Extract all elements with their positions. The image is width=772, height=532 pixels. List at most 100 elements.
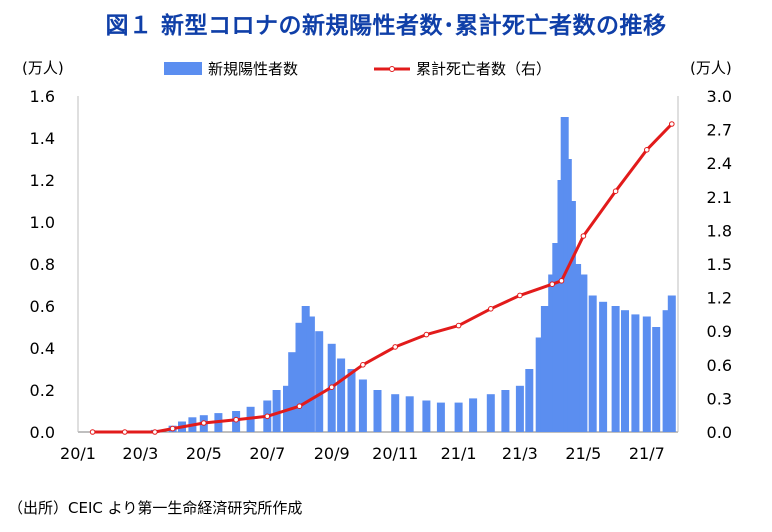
y-left-tick-label: 1.6 — [30, 87, 55, 106]
bar — [631, 314, 640, 432]
x-tick-label: 20/1 — [60, 444, 96, 463]
bar — [621, 310, 629, 432]
y-left-tick-label: 0.0 — [30, 423, 55, 442]
bar — [337, 358, 346, 432]
line-point — [89, 429, 96, 435]
chart-title: 図１ 新型コロナの新規陽性者数･累計死亡者数の推移 — [105, 13, 667, 39]
bar — [525, 369, 534, 432]
bar — [573, 264, 582, 432]
bar — [535, 337, 544, 432]
y-left-tick-label: 0.6 — [30, 297, 55, 316]
x-tick-label: 20/9 — [314, 444, 350, 463]
line-point — [423, 331, 430, 338]
x-tick-label: 20/7 — [249, 444, 285, 463]
y-left-ticks: 0.0 0.2 0.4 0.6 0.8 1.0 1.2 1.4 1.6 — [30, 87, 55, 442]
line-point — [517, 292, 523, 299]
line-point — [152, 429, 158, 435]
line-point — [558, 278, 565, 284]
line-point — [644, 147, 650, 153]
line-point — [201, 420, 207, 426]
bar — [667, 295, 676, 432]
x-tick-label: 20/3 — [122, 444, 158, 463]
bar — [599, 301, 608, 432]
bar — [436, 402, 445, 432]
legend-line-marker — [389, 66, 395, 72]
y-left-tick-label: 1.4 — [30, 129, 55, 148]
y-right-tick-label: 2.4 — [707, 154, 732, 173]
x-tick-label: 21/7 — [629, 444, 665, 463]
bar — [563, 159, 572, 432]
line-point — [169, 425, 176, 432]
line-point — [549, 281, 556, 288]
line-point — [264, 413, 271, 420]
bar — [301, 306, 310, 432]
bar — [469, 398, 478, 432]
bar — [611, 306, 620, 432]
bar — [548, 274, 557, 432]
bar — [295, 322, 304, 432]
line-point — [122, 429, 128, 435]
bar — [540, 306, 549, 432]
x-tick-label: 21/5 — [565, 444, 601, 463]
bar — [588, 295, 597, 432]
legend-bar-swatch — [164, 62, 202, 75]
y-left-tick-label: 0.2 — [30, 381, 55, 400]
y-right-tick-label: 0.6 — [707, 356, 732, 375]
line-point — [296, 403, 303, 410]
y-right-tick-label: 3.0 — [707, 87, 732, 106]
y-left-tick-label: 0.4 — [30, 339, 55, 358]
line-point — [669, 121, 675, 127]
line-point — [455, 322, 462, 329]
x-tick-label: 21/1 — [441, 444, 477, 463]
bar — [454, 402, 463, 432]
y-left-tick-label: 0.8 — [30, 255, 55, 274]
y-right-tick-label: 0.9 — [707, 322, 732, 341]
y-right-tick-label: 1.8 — [707, 221, 732, 240]
bar — [422, 400, 431, 432]
bar — [501, 390, 510, 432]
bars-series — [120, 117, 676, 432]
bar — [652, 327, 661, 432]
x-tick-label: 20/5 — [186, 444, 222, 463]
y-right-tick-label: 1.5 — [707, 255, 732, 274]
y-right-tick-label: 2.7 — [707, 121, 732, 140]
right-unit-label: (万人) — [690, 59, 732, 77]
y-right-tick-label: 2.1 — [707, 188, 732, 207]
x-tick-label: 20/11 — [372, 444, 418, 463]
bar — [272, 390, 281, 432]
x-tick-label: 21/3 — [502, 444, 538, 463]
bar — [642, 316, 651, 432]
y-left-tick-label: 1.2 — [30, 171, 55, 190]
line-point — [360, 362, 366, 368]
line-point — [392, 344, 399, 350]
x-ticks: 20/1 20/3 20/5 20/7 20/9 20/11 21/1 21/3 21/5 21/… — [60, 444, 665, 463]
y-right-tick-label: 0.0 — [707, 423, 732, 442]
bar — [552, 243, 561, 432]
y-left-tick-label: 1.0 — [30, 213, 55, 232]
bar — [662, 310, 671, 432]
plot-area: 0.0 0.2 0.4 0.6 0.8 1.0 1.2 1.4 1.6 0.0 0.3 0.6 0.9… — [30, 87, 732, 463]
bar — [358, 379, 367, 432]
legend-line-label: 累計死亡者数（右） — [416, 60, 551, 78]
line-point — [488, 306, 494, 312]
line-point — [612, 188, 619, 194]
bar — [567, 201, 576, 432]
legend-bar-label: 新規陽性者数 — [208, 60, 298, 78]
y-right-ticks: 0.0 0.3 0.6 0.9 1.2 1.5 1.8 2.1 2.4 2.7 3.0 — [707, 87, 732, 442]
bar — [306, 316, 315, 432]
line-point — [328, 384, 335, 391]
line-point — [580, 233, 587, 239]
legend: 新規陽性者数 累計死亡者数（右） — [164, 60, 551, 78]
source-note: （出所）CEIC より第一生命経済研究所作成 — [8, 499, 303, 517]
line-series — [89, 121, 675, 435]
left-unit-label: (万人) — [22, 59, 64, 77]
y-right-tick-label: 1.2 — [707, 289, 732, 308]
y-right-tick-label: 0.3 — [707, 389, 732, 408]
line-point — [233, 416, 239, 423]
bar — [288, 352, 297, 432]
bar — [486, 394, 495, 432]
bar — [315, 331, 324, 432]
bar — [405, 396, 414, 432]
bar — [347, 369, 356, 432]
